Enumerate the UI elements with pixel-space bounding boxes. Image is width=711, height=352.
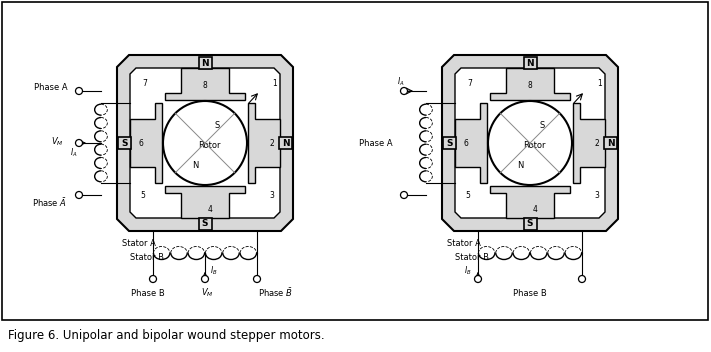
Bar bbox=[523, 57, 537, 69]
Text: 3: 3 bbox=[594, 190, 599, 200]
Text: 1: 1 bbox=[598, 78, 602, 88]
Text: $I_A$: $I_A$ bbox=[70, 147, 77, 159]
Text: 7: 7 bbox=[468, 78, 472, 88]
Circle shape bbox=[75, 191, 82, 199]
Text: N: N bbox=[517, 161, 523, 170]
Text: Phase $\bar{B}$: Phase $\bar{B}$ bbox=[257, 287, 292, 300]
Text: 6: 6 bbox=[464, 138, 469, 147]
Polygon shape bbox=[442, 55, 618, 231]
Text: Stator B: Stator B bbox=[455, 253, 489, 262]
Circle shape bbox=[400, 191, 407, 199]
Text: S: S bbox=[202, 220, 208, 228]
Polygon shape bbox=[573, 103, 605, 183]
Polygon shape bbox=[490, 186, 570, 218]
Text: Stator A: Stator A bbox=[447, 239, 481, 248]
Polygon shape bbox=[165, 68, 245, 100]
Circle shape bbox=[579, 276, 585, 283]
Polygon shape bbox=[117, 55, 293, 231]
Bar bbox=[443, 137, 456, 149]
Text: Phase A: Phase A bbox=[34, 82, 68, 92]
Text: S: S bbox=[540, 120, 545, 130]
Text: 1: 1 bbox=[272, 78, 277, 88]
Text: $I_B$: $I_B$ bbox=[210, 265, 218, 277]
Polygon shape bbox=[490, 68, 570, 100]
Polygon shape bbox=[130, 103, 162, 183]
Circle shape bbox=[149, 276, 156, 283]
Text: $I_B$: $I_B$ bbox=[464, 265, 472, 277]
Text: 4: 4 bbox=[533, 206, 538, 214]
Text: $V_M$: $V_M$ bbox=[50, 136, 63, 148]
Text: $V_M$: $V_M$ bbox=[201, 287, 213, 299]
Polygon shape bbox=[130, 68, 280, 218]
Text: Rotor: Rotor bbox=[198, 142, 220, 151]
Bar bbox=[198, 218, 211, 230]
Text: Phase B: Phase B bbox=[513, 289, 547, 297]
Circle shape bbox=[163, 101, 247, 185]
Bar bbox=[523, 218, 537, 230]
Bar bbox=[118, 137, 131, 149]
Text: 2: 2 bbox=[594, 138, 599, 147]
Text: N: N bbox=[192, 161, 198, 170]
Text: 2: 2 bbox=[269, 138, 274, 147]
Circle shape bbox=[75, 88, 82, 94]
Polygon shape bbox=[248, 103, 280, 183]
Text: 5: 5 bbox=[466, 190, 471, 200]
Circle shape bbox=[400, 88, 407, 94]
Polygon shape bbox=[455, 103, 487, 183]
Text: 5: 5 bbox=[141, 190, 146, 200]
Text: S: S bbox=[527, 220, 533, 228]
Text: Figure 6. Unipolar and bipolar wound stepper motors.: Figure 6. Unipolar and bipolar wound ste… bbox=[8, 329, 325, 342]
Bar bbox=[279, 137, 292, 149]
Polygon shape bbox=[165, 186, 245, 218]
Text: 8: 8 bbox=[203, 82, 208, 90]
Text: Phase $\bar{A}$: Phase $\bar{A}$ bbox=[31, 197, 66, 209]
Text: Stator A: Stator A bbox=[122, 239, 156, 248]
Text: Rotor: Rotor bbox=[523, 142, 545, 151]
Text: Stator B: Stator B bbox=[130, 253, 164, 262]
Text: 6: 6 bbox=[139, 138, 144, 147]
Text: 8: 8 bbox=[528, 82, 533, 90]
Text: 4: 4 bbox=[208, 206, 213, 214]
Text: N: N bbox=[201, 58, 209, 68]
Bar bbox=[198, 57, 211, 69]
Circle shape bbox=[201, 276, 208, 283]
Text: S: S bbox=[447, 139, 453, 148]
Text: N: N bbox=[606, 139, 614, 148]
Text: 7: 7 bbox=[143, 78, 147, 88]
Circle shape bbox=[488, 101, 572, 185]
Text: $I_A$: $I_A$ bbox=[397, 76, 405, 88]
Circle shape bbox=[254, 276, 260, 283]
Text: N: N bbox=[526, 58, 534, 68]
Text: Phase B: Phase B bbox=[131, 289, 165, 297]
Text: S: S bbox=[122, 139, 128, 148]
Polygon shape bbox=[455, 68, 605, 218]
Bar bbox=[604, 137, 617, 149]
Text: Phase A: Phase A bbox=[359, 138, 392, 147]
Text: S: S bbox=[215, 120, 220, 130]
Text: N: N bbox=[282, 139, 289, 148]
Text: 3: 3 bbox=[269, 190, 274, 200]
Circle shape bbox=[75, 139, 82, 146]
Circle shape bbox=[474, 276, 481, 283]
